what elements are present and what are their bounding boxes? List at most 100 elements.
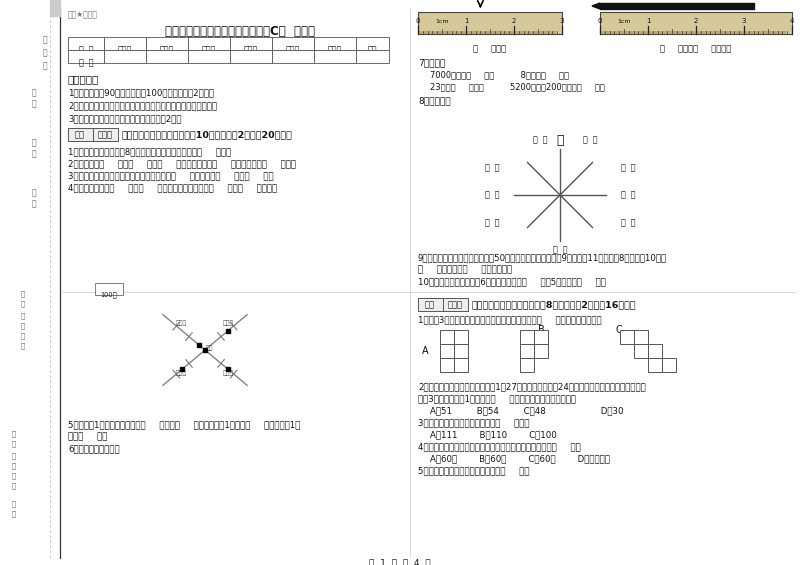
Text: 2．你出生于（     ）年（     ）月（     ）日，那一年是（     ）年，全年有（     ）天。: 2．你出生于（ ）年（ ）月（ ）日，那一年是（ ）年，全年有（ ）天。 xyxy=(68,159,296,168)
Text: 邮: 邮 xyxy=(21,322,25,329)
Text: 1．考试时间：90分钟，满分为100分（含卷面分2分）。: 1．考试时间：90分钟，满分为100分（含卷面分2分）。 xyxy=(68,88,214,97)
Text: 小明家: 小明家 xyxy=(222,371,234,376)
Text: 苏教版三年级数学下学期月考试卷C卷  附解析: 苏教版三年级数学下学期月考试卷C卷 附解析 xyxy=(165,25,315,38)
Text: （     ）厘米（     ）毫米。: （ ）厘米（ ）毫米。 xyxy=(660,44,732,53)
Text: 6．量出钉子的长度。: 6．量出钉子的长度。 xyxy=(68,444,120,453)
Text: （  ）: （ ） xyxy=(621,218,635,227)
Text: 的有3人，那么三（1）一共有（     ）人参加了书画和棋艺小组。: 的有3人，那么三（1）一共有（ ）人参加了书画和棋艺小组。 xyxy=(418,394,576,403)
Bar xyxy=(314,37,356,50)
Text: 评卷人: 评卷人 xyxy=(98,130,113,139)
Bar xyxy=(356,50,389,63)
Polygon shape xyxy=(592,3,600,9)
Text: 号: 号 xyxy=(32,199,36,208)
Bar xyxy=(600,31,792,34)
Text: （  ）: （ ） xyxy=(582,136,598,145)
Text: 题: 题 xyxy=(12,510,16,516)
Bar xyxy=(272,37,314,50)
Bar xyxy=(104,37,146,50)
Bar xyxy=(440,344,454,358)
Text: 判断题: 判断题 xyxy=(202,46,216,54)
Text: （: （ xyxy=(12,452,16,459)
Text: 1: 1 xyxy=(646,18,650,24)
Text: 校: 校 xyxy=(21,300,25,307)
Bar xyxy=(454,344,468,358)
Bar xyxy=(534,330,548,344)
Text: 1．小明从一楼到三楼用8秒，照这样他从一楼到五楼用（     ）秒。: 1．小明从一楼到三楼用8秒，照这样他从一楼到五楼用（ ）秒。 xyxy=(68,147,231,156)
Text: 选择题: 选择题 xyxy=(160,46,174,54)
Bar xyxy=(634,344,648,358)
Text: 2: 2 xyxy=(512,18,516,24)
Text: （: （ xyxy=(21,312,25,319)
Text: 考: 考 xyxy=(32,188,36,197)
Text: （  ）: （ ） xyxy=(553,246,567,254)
Text: A: A xyxy=(422,346,428,356)
Bar xyxy=(146,37,188,50)
Text: B: B xyxy=(538,325,544,335)
Bar xyxy=(230,37,272,50)
Bar xyxy=(534,344,548,358)
Bar xyxy=(188,37,230,50)
Text: 评卷人: 评卷人 xyxy=(447,300,462,309)
Text: 3．最大的三位数是最大一位数的（     ）倍。: 3．最大的三位数是最大一位数的（ ）倍。 xyxy=(418,418,530,427)
Text: 学校: 学校 xyxy=(206,345,213,351)
Text: 0: 0 xyxy=(416,18,420,24)
Text: A．60秒        B．60分        C．60时        D．无法确定: A．60秒 B．60分 C．60时 D．无法确定 xyxy=(430,454,610,463)
Bar xyxy=(95,283,123,295)
Text: （     ）跑得最快（     ）跑得最慢。: （ ）跑得最快（ ）跑得最慢。 xyxy=(418,265,512,274)
Text: 5．分针走1小格，秒针正好走（     ），是（     ）秒。分针走1大格是（     ），时针走1大: 5．分针走1小格，秒针正好走（ ），是（ ）秒。分针走1大格是（ ），时针走1大 xyxy=(68,420,300,429)
Text: 4．时钟从上一个数字到相邻的下一个数字，经过的时间是（     ）。: 4．时钟从上一个数字到相邻的下一个数字，经过的时间是（ ）。 xyxy=(418,442,581,451)
Bar xyxy=(786,23,792,34)
Text: 小红家: 小红家 xyxy=(176,371,187,376)
Bar xyxy=(648,358,662,372)
Text: 1: 1 xyxy=(464,18,468,24)
Bar xyxy=(634,330,648,344)
Text: 二、反复比较，慎重选择（共8小题，每题2分，共16分）。: 二、反复比较，慎重选择（共8小题，每题2分，共16分）。 xyxy=(472,300,637,309)
Text: 微微★自用图: 微微★自用图 xyxy=(68,10,98,19)
Bar xyxy=(662,358,676,372)
Text: 级: 级 xyxy=(32,149,36,158)
Text: 班: 班 xyxy=(32,138,36,147)
Text: 线: 线 xyxy=(42,61,47,70)
Bar xyxy=(520,344,534,358)
Text: 编: 编 xyxy=(21,332,25,338)
Text: 9．体育老师对第一小组同学进行50米跑测试，成绩如下小红9秒，小丽11秒，小明8秒，小军10秒。: 9．体育老师对第一小组同学进行50米跑测试，成绩如下小红9秒，小丽11秒，小明8… xyxy=(418,253,667,262)
Text: 一、用心思考，正确填空（共10小题，每题2分，共20分）。: 一、用心思考，正确填空（共10小题，每题2分，共20分）。 xyxy=(122,130,293,139)
Bar xyxy=(418,298,468,311)
Text: 5．最小三位数和最大三位数的和是（     ）。: 5．最小三位数和最大三位数的和是（ ）。 xyxy=(418,466,530,475)
Text: （     ）毫米: （ ）毫米 xyxy=(474,44,506,53)
Text: 计算题: 计算题 xyxy=(244,46,258,54)
Text: 8．填一填。: 8．填一填。 xyxy=(418,96,450,105)
Text: 小红家: 小红家 xyxy=(222,320,234,325)
Bar xyxy=(356,37,389,50)
Bar xyxy=(520,330,534,344)
Text: （  ）: （ ） xyxy=(621,190,635,199)
Text: A．51         B．54         C．48                    D．30: A．51 B．54 C．48 D．30 xyxy=(430,406,623,415)
Text: 填空题: 填空题 xyxy=(118,46,132,54)
Text: 题  号: 题 号 xyxy=(78,46,94,54)
Bar xyxy=(600,12,792,34)
Text: （  ）: （ ） xyxy=(621,163,635,172)
Text: 100米: 100米 xyxy=(101,291,118,298)
Text: 姓: 姓 xyxy=(32,88,36,97)
Bar xyxy=(314,50,356,63)
Text: 10．把一根绳子平均分成6份，每份是它的（     ），5份是它的（     ）。: 10．把一根绳子平均分成6份，每份是它的（ ），5份是它的（ ）。 xyxy=(418,277,606,286)
Bar xyxy=(418,31,562,34)
Bar xyxy=(68,37,104,50)
Bar xyxy=(272,50,314,63)
Bar xyxy=(188,50,230,63)
Text: A．111        B．110        C．100: A．111 B．110 C．100 xyxy=(430,430,557,439)
Text: 题: 题 xyxy=(12,472,16,479)
Text: 2．请首先按要求在试卷的指定位置填写您的姓名、班级、学号。: 2．请首先按要求在试卷的指定位置填写您的姓名、班级、学号。 xyxy=(68,101,217,110)
Text: 考试须知：: 考试须知： xyxy=(68,74,99,84)
Text: 2: 2 xyxy=(694,18,698,24)
Text: 得分: 得分 xyxy=(75,130,85,139)
Text: 考: 考 xyxy=(12,440,16,446)
Text: 3: 3 xyxy=(560,18,564,24)
Bar xyxy=(68,128,118,141)
Text: 2．学校开设两个兴趣小组，三（1）27人参加书画小组，24人参加棋艺小组，两个小组都参加: 2．学校开设两个兴趣小组，三（1）27人参加书画小组，24人参加棋艺小组，两个小… xyxy=(418,382,646,391)
Text: 名: 名 xyxy=(32,99,36,108)
Text: 1．下列3个图形中，每个小正方形都一样大，那么（     ）图形的周长最长。: 1．下列3个图形中，每个小正方形都一样大，那么（ ）图形的周长最长。 xyxy=(418,315,602,324)
Text: （  ）: （ ） xyxy=(533,136,547,145)
Bar xyxy=(454,358,468,372)
Text: ）: ） xyxy=(12,482,16,489)
